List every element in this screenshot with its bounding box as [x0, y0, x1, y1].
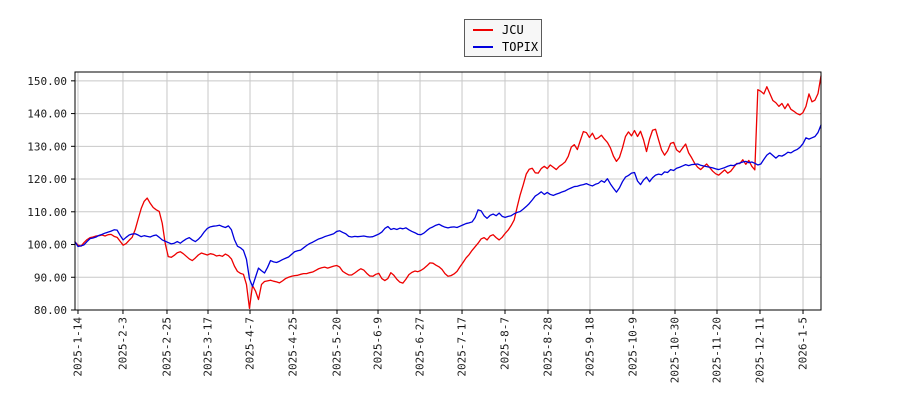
legend-item-jcu: JCU: [465, 22, 541, 38]
x-tick-label: 2025-6-9: [372, 317, 385, 370]
y-tick-label: 100.00: [27, 239, 67, 252]
x-tick-label: 2025-10-30: [669, 317, 682, 383]
x-tick-label: 2025-11-20: [711, 317, 724, 383]
x-tick-label: 2025-5-20: [330, 317, 343, 377]
jcu-legend-label: JCU: [502, 22, 524, 37]
x-tick-label: 2025-6-27: [414, 317, 427, 377]
y-tick-label: 140.00: [27, 108, 67, 121]
jcu-series-line: [74, 75, 822, 310]
x-tick-label: 2025-2-3: [116, 317, 129, 370]
y-tick-label: 80.00: [34, 304, 67, 317]
y-tick-label: 120.00: [27, 173, 67, 186]
y-tick-label: 90.00: [34, 271, 67, 284]
x-tick-label: 2025-4-7: [244, 317, 257, 370]
legend-item-topix: TOPIX: [465, 39, 541, 55]
y-tick-label: 150.00: [27, 75, 67, 88]
y-tick-label: 110.00: [27, 206, 67, 219]
x-tick-label: 2026-1-5: [797, 317, 810, 370]
plot-border: [74, 71, 822, 311]
x-tick-label: 2025-1-14: [71, 317, 84, 377]
legend: JCU TOPIX: [464, 19, 542, 57]
y-tick-label: 130.00: [27, 140, 67, 153]
x-tick-label: 2025-4-25: [286, 317, 299, 377]
topix-series-line: [74, 124, 822, 288]
jcu-line-swatch: [473, 28, 493, 31]
x-tick-label: 2025-12-11: [753, 317, 766, 383]
x-tick-label: 2025-7-17: [456, 317, 469, 377]
topix-line-swatch: [473, 45, 493, 48]
x-tick-label: 2025-8-7: [498, 317, 511, 370]
topix-legend-label: TOPIX: [502, 39, 539, 54]
x-tick-label: 2025-8-28: [541, 317, 554, 377]
x-tick-label: 2025-10-9: [627, 317, 640, 377]
x-tick-label: 2025-2-25: [160, 317, 173, 377]
x-tick-label: 2025-9-18: [583, 317, 596, 377]
x-tick-label: 2025-3-17: [202, 317, 215, 377]
